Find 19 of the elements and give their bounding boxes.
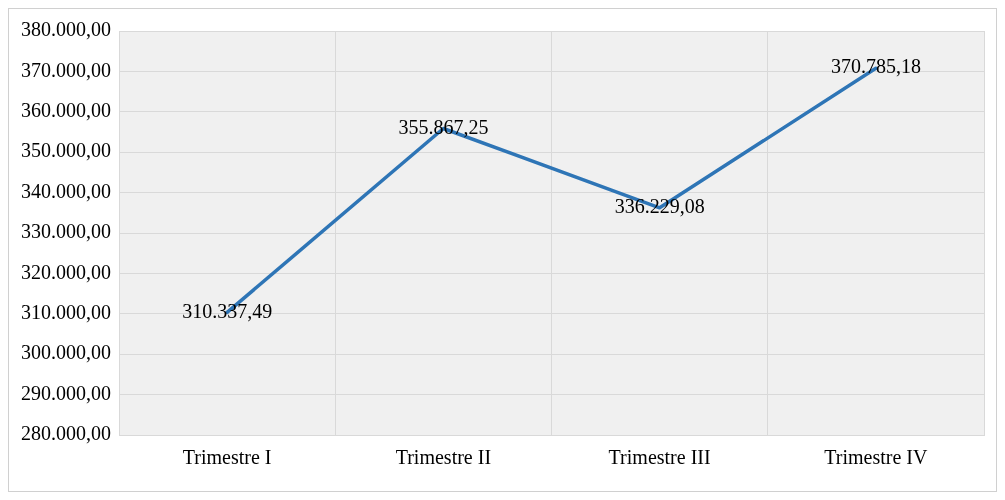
data-label: 336.229,08 xyxy=(614,195,705,218)
x-tick-label: Trimestre IV xyxy=(824,446,928,469)
y-tick-label: 360.000,00 xyxy=(21,99,111,122)
y-tick-label: 280.000,00 xyxy=(21,422,111,445)
data-label: 310.337,49 xyxy=(182,299,273,322)
y-tick-label: 380.000,00 xyxy=(21,18,111,41)
x-tick-label: Trimestre III xyxy=(608,446,711,469)
y-tick-label: 350.000,00 xyxy=(21,139,111,162)
data-label: 370.785,18 xyxy=(830,55,921,78)
y-tick-label: 330.000,00 xyxy=(21,220,111,243)
y-tick-label: 290.000,00 xyxy=(21,381,111,404)
y-tick-label: 340.000,00 xyxy=(21,179,111,202)
y-tick-label: 320.000,00 xyxy=(21,260,111,283)
x-tick-label: Trimestre II xyxy=(395,446,492,469)
y-tick-label: 310.000,00 xyxy=(21,301,111,324)
y-tick-label: 300.000,00 xyxy=(21,341,111,364)
data-label: 355.867,25 xyxy=(398,115,489,138)
y-tick-label: 370.000,00 xyxy=(21,58,111,81)
x-tick-label: Trimestre I xyxy=(182,446,272,469)
